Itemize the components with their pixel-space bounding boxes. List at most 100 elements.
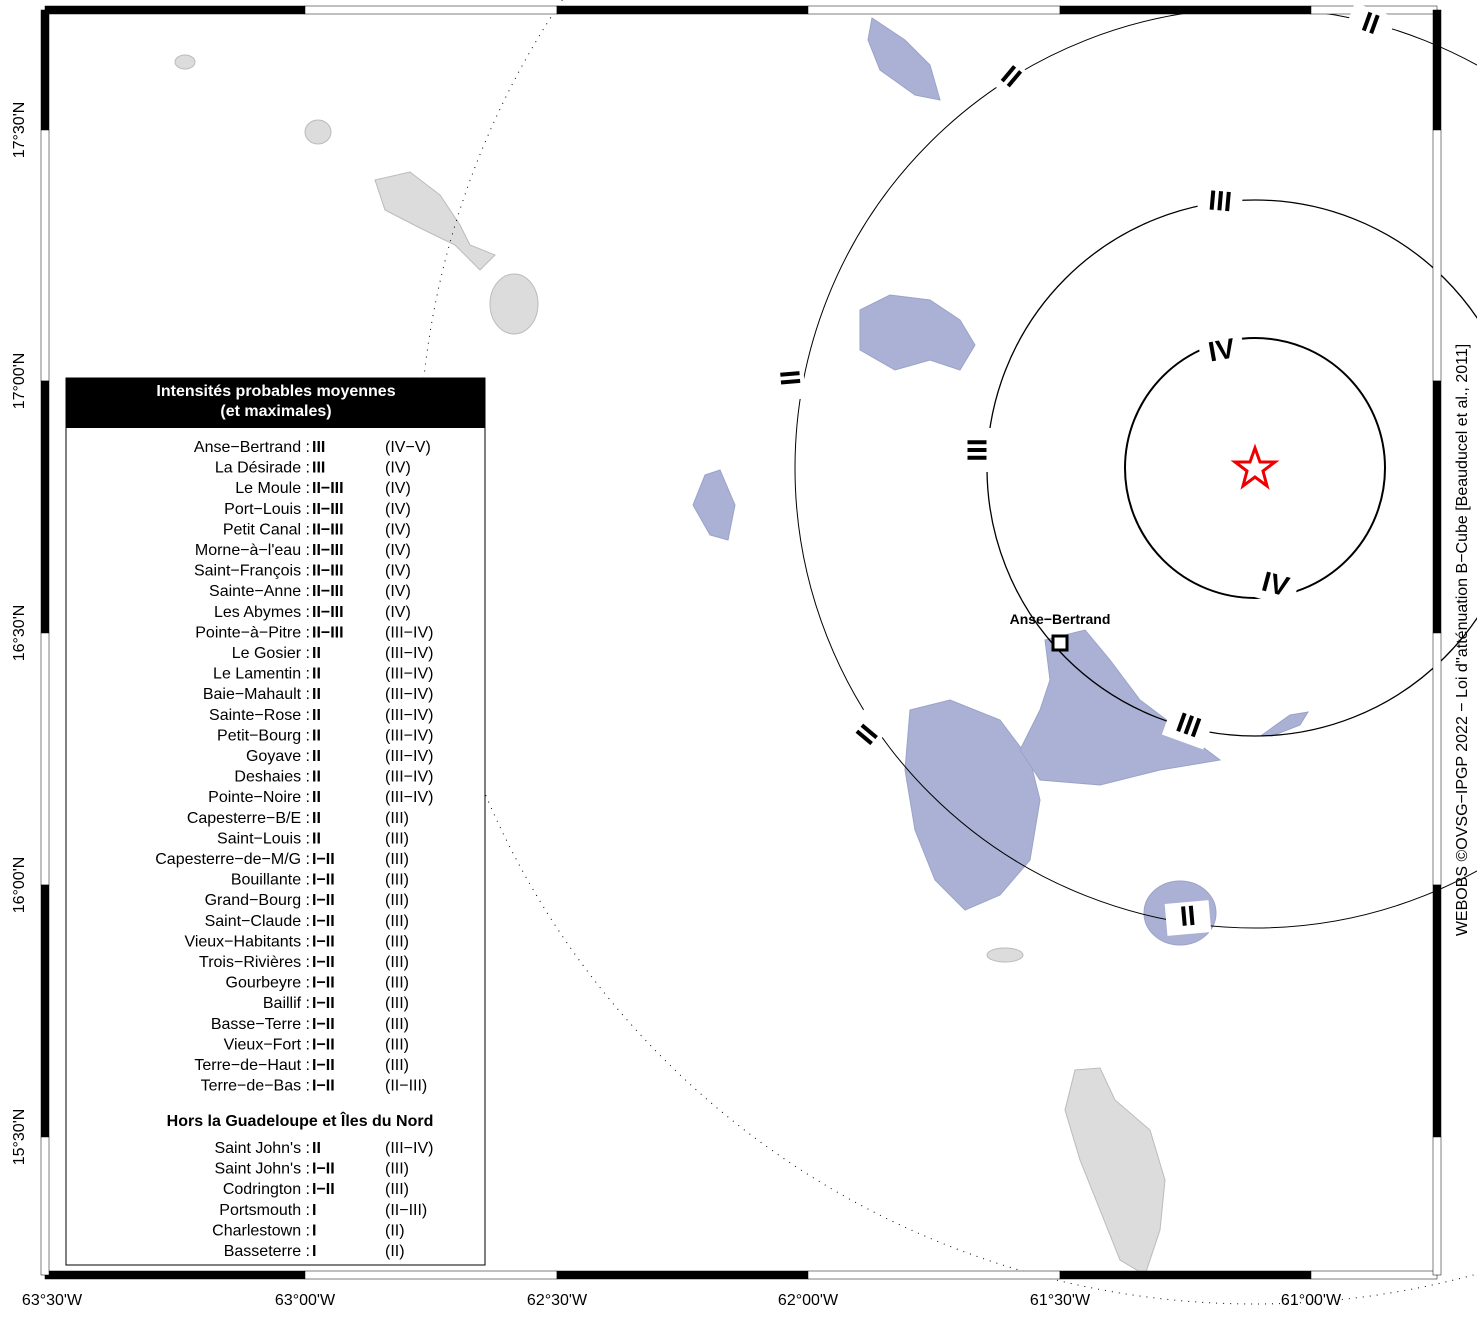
ring-label: II <box>774 369 806 387</box>
legend-mean: II <box>312 830 321 847</box>
legend-max: (III−IV) <box>385 707 433 724</box>
ring-label-bg <box>1249 564 1301 608</box>
frame-bar <box>807 1270 1061 1280</box>
legend-place: Basseterre : <box>224 1243 310 1260</box>
legend-place: Deshaies : <box>234 769 310 786</box>
legend-place: Bouillante : <box>231 872 310 889</box>
legend-place: Portsmouth : <box>219 1202 310 1219</box>
legend-max: (III−IV) <box>385 624 433 641</box>
legend-mean: II <box>312 707 321 724</box>
legend-max: (III−IV) <box>385 686 433 703</box>
legend-place: Saint John's : <box>214 1140 310 1157</box>
legend-place: Saint−François : <box>194 563 310 580</box>
legend-mean: I−II <box>312 1036 335 1053</box>
legend-mean: III <box>312 439 325 456</box>
lon-tick-label: 63°00'W <box>275 1292 336 1309</box>
legend-place: Pointe−Noire : <box>208 789 310 806</box>
legend-max: (III−IV) <box>385 769 433 786</box>
legend-mean: I <box>312 1243 316 1260</box>
legend-max: (III) <box>385 1161 409 1178</box>
legend-place: Trois−Rivières : <box>199 954 310 971</box>
legend-mean: I <box>312 1202 316 1219</box>
legend-mean: II <box>312 810 321 827</box>
legend-place: Capesterre−de−M/G : <box>155 851 310 868</box>
legend-place: Port−Louis : <box>224 501 310 518</box>
frame-bar <box>1432 884 1442 1138</box>
legend-mean: I−II <box>312 913 335 930</box>
legend-mean: I−II <box>312 933 335 950</box>
lon-tick-label: 62°30'W <box>527 1292 588 1309</box>
frame-bar <box>1310 1270 1438 1280</box>
legend-max: (II) <box>385 1222 405 1239</box>
legend-mean: I−II <box>312 851 335 868</box>
legend-max: (III) <box>385 851 409 868</box>
legend-place: La Désirade : <box>215 460 310 477</box>
legend: Intensités probables moyennes (et maxima… <box>65 377 486 1266</box>
legend-title: Intensités probables moyennes <box>156 383 395 400</box>
legend-place: Saint−Claude : <box>205 913 310 930</box>
frame-bar <box>40 884 50 1138</box>
frame-bar <box>556 5 809 15</box>
legend-place: Pointe−à−Pitre : <box>195 624 310 641</box>
islands-grey <box>174 54 1166 1276</box>
legend-mean: II−III <box>312 542 344 559</box>
lat-tick-label: 16°00'N <box>11 857 28 914</box>
legend-max: (III) <box>385 1057 409 1074</box>
legend-place: Sainte−Rose : <box>209 707 310 724</box>
legend-mean: II <box>312 645 321 662</box>
legend-place: Gourbeyre : <box>226 975 310 992</box>
lon-tick-label: 61°30'W <box>1030 1292 1091 1309</box>
legend-max: (III) <box>385 913 409 930</box>
frame-bar <box>1432 380 1442 634</box>
legend-subtitle: (et maximales) <box>220 403 331 420</box>
legend-place: Codrington : <box>223 1181 310 1198</box>
ring-label: II <box>1179 900 1197 932</box>
frame-bar <box>807 5 1061 15</box>
legend-place: Petit−Bourg : <box>217 727 310 744</box>
legend-place: Sainte−Anne : <box>209 583 310 600</box>
legend-max: (III−IV) <box>385 645 433 662</box>
lon-tick-label: 63°30'W <box>22 1292 83 1309</box>
legend-max: (IV) <box>385 604 411 621</box>
legend-place: Terre−de−Haut : <box>194 1057 310 1074</box>
frame-bar <box>1059 1270 1312 1280</box>
frame-bar <box>40 9 50 131</box>
ring-iv <box>1124 337 1386 599</box>
legend-place: Goyave : <box>246 748 310 765</box>
legend-max: (III) <box>385 892 409 909</box>
frame-bar <box>1432 1136 1442 1276</box>
legend-mean: I−II <box>312 995 335 1012</box>
legend-max: (III) <box>385 995 409 1012</box>
ring-label-bg <box>1161 704 1215 750</box>
legend-place: Basse−Terre : <box>211 1016 310 1033</box>
legend-max: (III−IV) <box>385 666 433 683</box>
legend-place: Anse−Bertrand : <box>194 439 310 456</box>
legend-mean: I−II <box>312 872 335 889</box>
frame-bar <box>44 5 306 15</box>
legend-mean: III <box>312 460 325 477</box>
legend-mean: II−III <box>312 563 344 580</box>
legend-max: (IV) <box>385 583 411 600</box>
legend-mean: I−II <box>312 975 335 992</box>
legend-mean: II−III <box>312 521 344 538</box>
legend-place: Capesterre−B/E : <box>187 810 310 827</box>
legend-place: Baillif : <box>263 995 310 1012</box>
town-marker <box>1051 634 1069 652</box>
legend-mean: I−II <box>312 1016 335 1033</box>
legend-mean: II <box>312 769 321 786</box>
legend-max: (III) <box>385 1016 409 1033</box>
lat-tick-label: 17°30'N <box>11 102 28 159</box>
legend-section: Hors la Guadeloupe et Îles du Nord <box>167 1111 434 1130</box>
legend-mean: II <box>312 748 321 765</box>
legend-max: (IV) <box>385 563 411 580</box>
frame-bar <box>40 632 50 886</box>
ring-label: III <box>962 438 993 461</box>
frame-bar <box>40 129 50 382</box>
legend-place: Petit Canal : <box>223 521 310 538</box>
ring-label: IV <box>1206 332 1238 367</box>
legend-header <box>66 378 485 428</box>
frame-bar <box>1432 9 1442 131</box>
legend-place: Le Lamentin : <box>213 666 310 683</box>
ring-label: III <box>1207 184 1233 217</box>
